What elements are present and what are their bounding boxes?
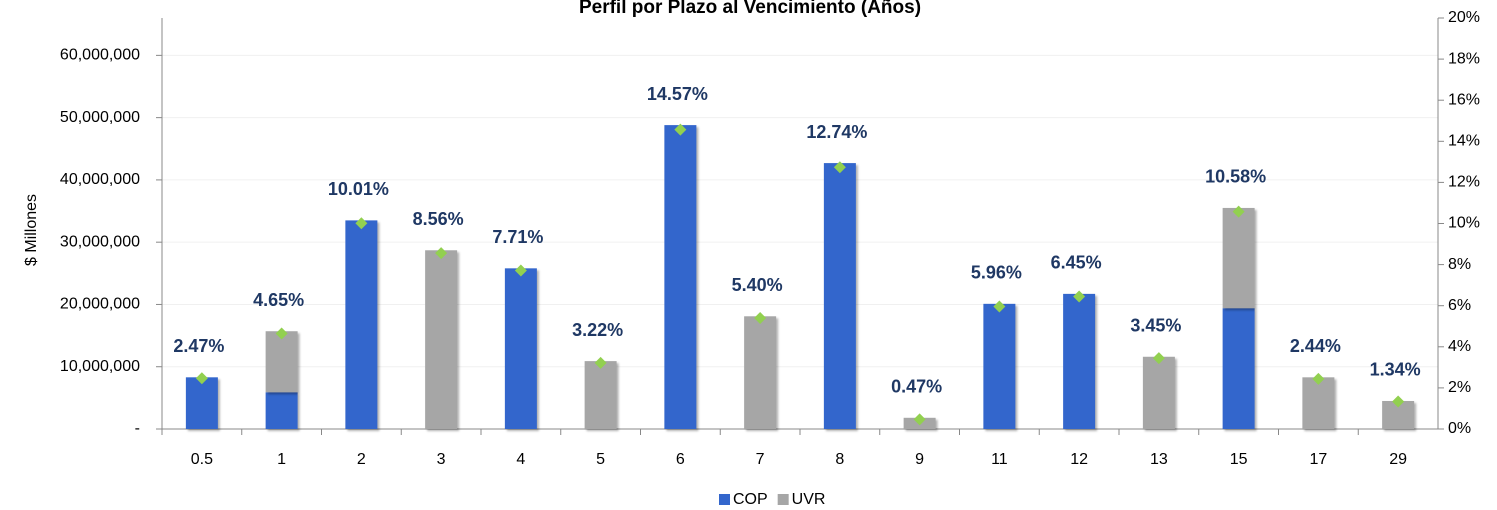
y2-tick-label: 8% (1448, 256, 1471, 273)
marker (754, 312, 767, 325)
value-label: 5.40% (732, 275, 783, 295)
bar (425, 250, 458, 429)
bar (823, 163, 856, 429)
y-tick-label: 30,000,000 (60, 233, 140, 250)
legend-label: UVR (792, 491, 826, 508)
bar (185, 377, 218, 429)
value-label: 10.01% (328, 179, 389, 199)
y-tick-label: 20,000,000 (60, 296, 140, 313)
bar (265, 392, 298, 429)
marker (1232, 205, 1245, 218)
y2-tick-label: 0% (1448, 420, 1471, 437)
y2-tick-label: 4% (1448, 338, 1471, 355)
bar (744, 316, 777, 429)
value-label: 1.34% (1370, 360, 1421, 380)
value-label: 14.57% (647, 84, 708, 104)
marker (594, 356, 607, 369)
x-tick-label: 1 (277, 451, 286, 468)
marker (674, 123, 687, 136)
marker (514, 264, 527, 277)
bar (504, 268, 537, 429)
x-tick-label: 17 (1309, 451, 1327, 468)
marker (275, 327, 288, 340)
y2-tick-label: 12% (1448, 174, 1480, 191)
y2-tick-label: 18% (1448, 50, 1480, 67)
x-tick-label: 9 (915, 451, 924, 468)
value-label: 2.44% (1290, 336, 1341, 356)
y2-tick-label: 16% (1448, 91, 1480, 108)
y2-tick-label: 14% (1448, 133, 1480, 150)
marker (1152, 352, 1165, 365)
x-tick-label: 13 (1150, 451, 1168, 468)
bar (1063, 293, 1096, 429)
x-tick-label: 6 (676, 451, 685, 468)
x-tick-label: 8 (835, 451, 844, 468)
y-tick-label: 40,000,000 (60, 171, 140, 188)
value-label: 10.58% (1205, 167, 1266, 187)
y-tick-label: - (135, 420, 140, 437)
bar (664, 125, 697, 429)
bar (1222, 308, 1255, 429)
y-tick-label: 50,000,000 (60, 109, 140, 126)
chart-title: Perfil por Plazo al Vencimiento (Años) (579, 0, 921, 18)
legend-label: COP (733, 491, 768, 508)
x-tick-label: 3 (437, 451, 446, 468)
y2-tick-label: 10% (1448, 215, 1480, 232)
y2-tick-label: 2% (1448, 379, 1471, 396)
value-label: 7.71% (492, 227, 543, 247)
value-label: 8.56% (413, 209, 464, 229)
y-tick-label: 10,000,000 (60, 358, 140, 375)
x-tick-label: 5 (596, 451, 605, 468)
x-tick-label: 29 (1389, 451, 1407, 468)
value-label: 6.45% (1051, 253, 1102, 273)
x-tick-label: 0.5 (191, 451, 213, 468)
value-label: 12.74% (806, 122, 867, 142)
marker (833, 161, 846, 174)
marker (195, 372, 208, 385)
value-label: 2.47% (173, 336, 224, 356)
bar (1142, 356, 1175, 429)
x-tick-label: 2 (357, 451, 366, 468)
bar (1302, 377, 1335, 429)
legend-swatch (719, 494, 730, 505)
x-tick-label: 11 (991, 451, 1008, 468)
marker (1312, 372, 1325, 385)
x-tick-label: 7 (756, 451, 765, 468)
marker (355, 217, 368, 230)
x-tick-label: 12 (1070, 451, 1088, 468)
value-label: 0.47% (891, 377, 942, 397)
x-tick-label: 4 (516, 451, 525, 468)
y2-tick-label: 20% (1448, 9, 1480, 26)
bar (265, 331, 298, 393)
value-label: 5.96% (971, 263, 1022, 283)
marker (435, 247, 448, 260)
y2-tick-label: 6% (1448, 297, 1471, 314)
x-tick-label: 15 (1230, 451, 1248, 468)
marker (1073, 290, 1086, 303)
legend-swatch (777, 494, 789, 505)
y-tick-label: 60,000,000 (60, 47, 140, 64)
bar (345, 220, 378, 429)
value-label: 4.65% (253, 290, 304, 310)
marker (1392, 395, 1405, 408)
y-axis-label: $ Millones (23, 194, 40, 266)
value-label: 3.22% (572, 320, 623, 340)
bar (584, 361, 617, 429)
bar (983, 303, 1016, 429)
marker (993, 300, 1006, 313)
bar (1222, 207, 1255, 309)
marker (913, 413, 926, 426)
value-label: 3.45% (1130, 316, 1181, 336)
